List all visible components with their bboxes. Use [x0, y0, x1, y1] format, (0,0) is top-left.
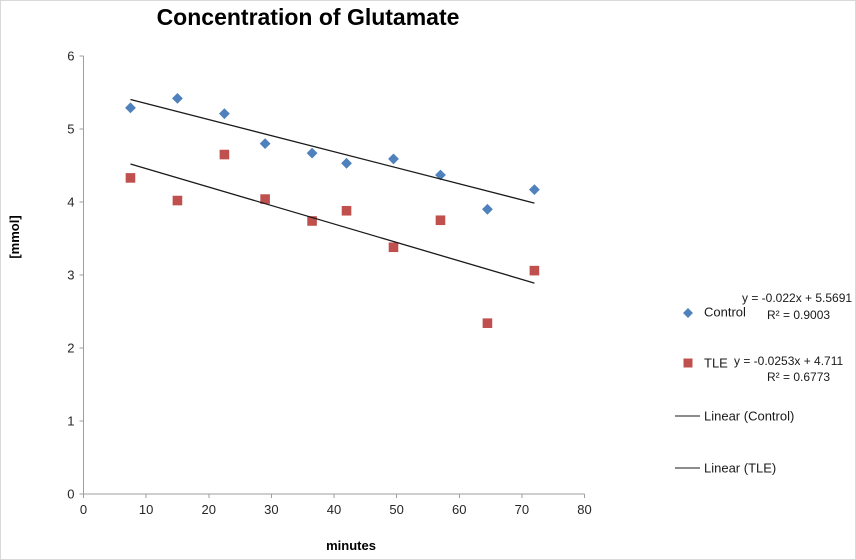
control-trendline-equation: y = -0.022x + 5.5691 [742, 291, 853, 305]
tle-point [529, 265, 540, 276]
control-point [219, 108, 230, 120]
y-tick-label: 1 [67, 414, 74, 429]
y-tick-label: 4 [67, 195, 74, 210]
legend-item-control: Control [704, 304, 746, 320]
tle-point [172, 195, 183, 206]
tle-point [482, 318, 493, 328]
linear-control-legend-line-icon [675, 415, 700, 417]
linear-control-trendline [130, 98, 535, 204]
y-tick-label: 6 [67, 49, 74, 64]
control-point [482, 203, 493, 215]
control-point [172, 92, 183, 104]
tle-point [260, 194, 270, 204]
x-tick-label: 60 [452, 502, 466, 517]
linear-tle-legend-line-icon [675, 467, 700, 469]
tle-point [307, 216, 317, 226]
tle-point [125, 173, 136, 183]
x-tick-label: 40 [327, 502, 341, 517]
control-point [259, 138, 271, 149]
y-tick-label: 5 [67, 122, 74, 137]
tle-point [388, 242, 399, 253]
tle-trendline-equation: y = -0.0253x + 4.711 [734, 354, 844, 368]
control-point [388, 153, 399, 165]
tle-point [341, 205, 352, 216]
x-tick-label: 80 [577, 502, 591, 517]
y-tick-label: 0 [67, 487, 74, 502]
tle-point [435, 215, 446, 226]
legend-item-tle: TLE [704, 355, 728, 371]
chart-title: Concentration of Glutamate [156, 4, 460, 30]
legend-item-linear-control: Linear (Control) [704, 408, 795, 424]
tle-legend-marker-icon [683, 358, 693, 368]
tle-trendline-r-squared: R² = 0.6773 [767, 370, 831, 384]
control-point [529, 184, 540, 195]
control-point [341, 157, 352, 169]
y-tick-label: 2 [67, 341, 74, 356]
x-tick-label: 0 [80, 502, 87, 517]
x-tick-label: 50 [389, 502, 403, 517]
x-tick-label: 20 [202, 502, 216, 517]
x-tick-label: 10 [139, 502, 153, 517]
x-tick-label: 70 [515, 502, 529, 517]
linear-tle-trendline [130, 163, 535, 284]
control-point [306, 147, 318, 159]
control-point [125, 102, 136, 114]
y-tick-label: 3 [67, 268, 74, 283]
control-trendline-r-squared: R² = 0.9003 [767, 308, 831, 322]
x-tick-label: 30 [264, 502, 278, 517]
x-axis-title: minutes [326, 538, 376, 553]
legend-item-linear-tle: Linear (TLE) [704, 460, 777, 476]
tle-point [219, 149, 230, 160]
